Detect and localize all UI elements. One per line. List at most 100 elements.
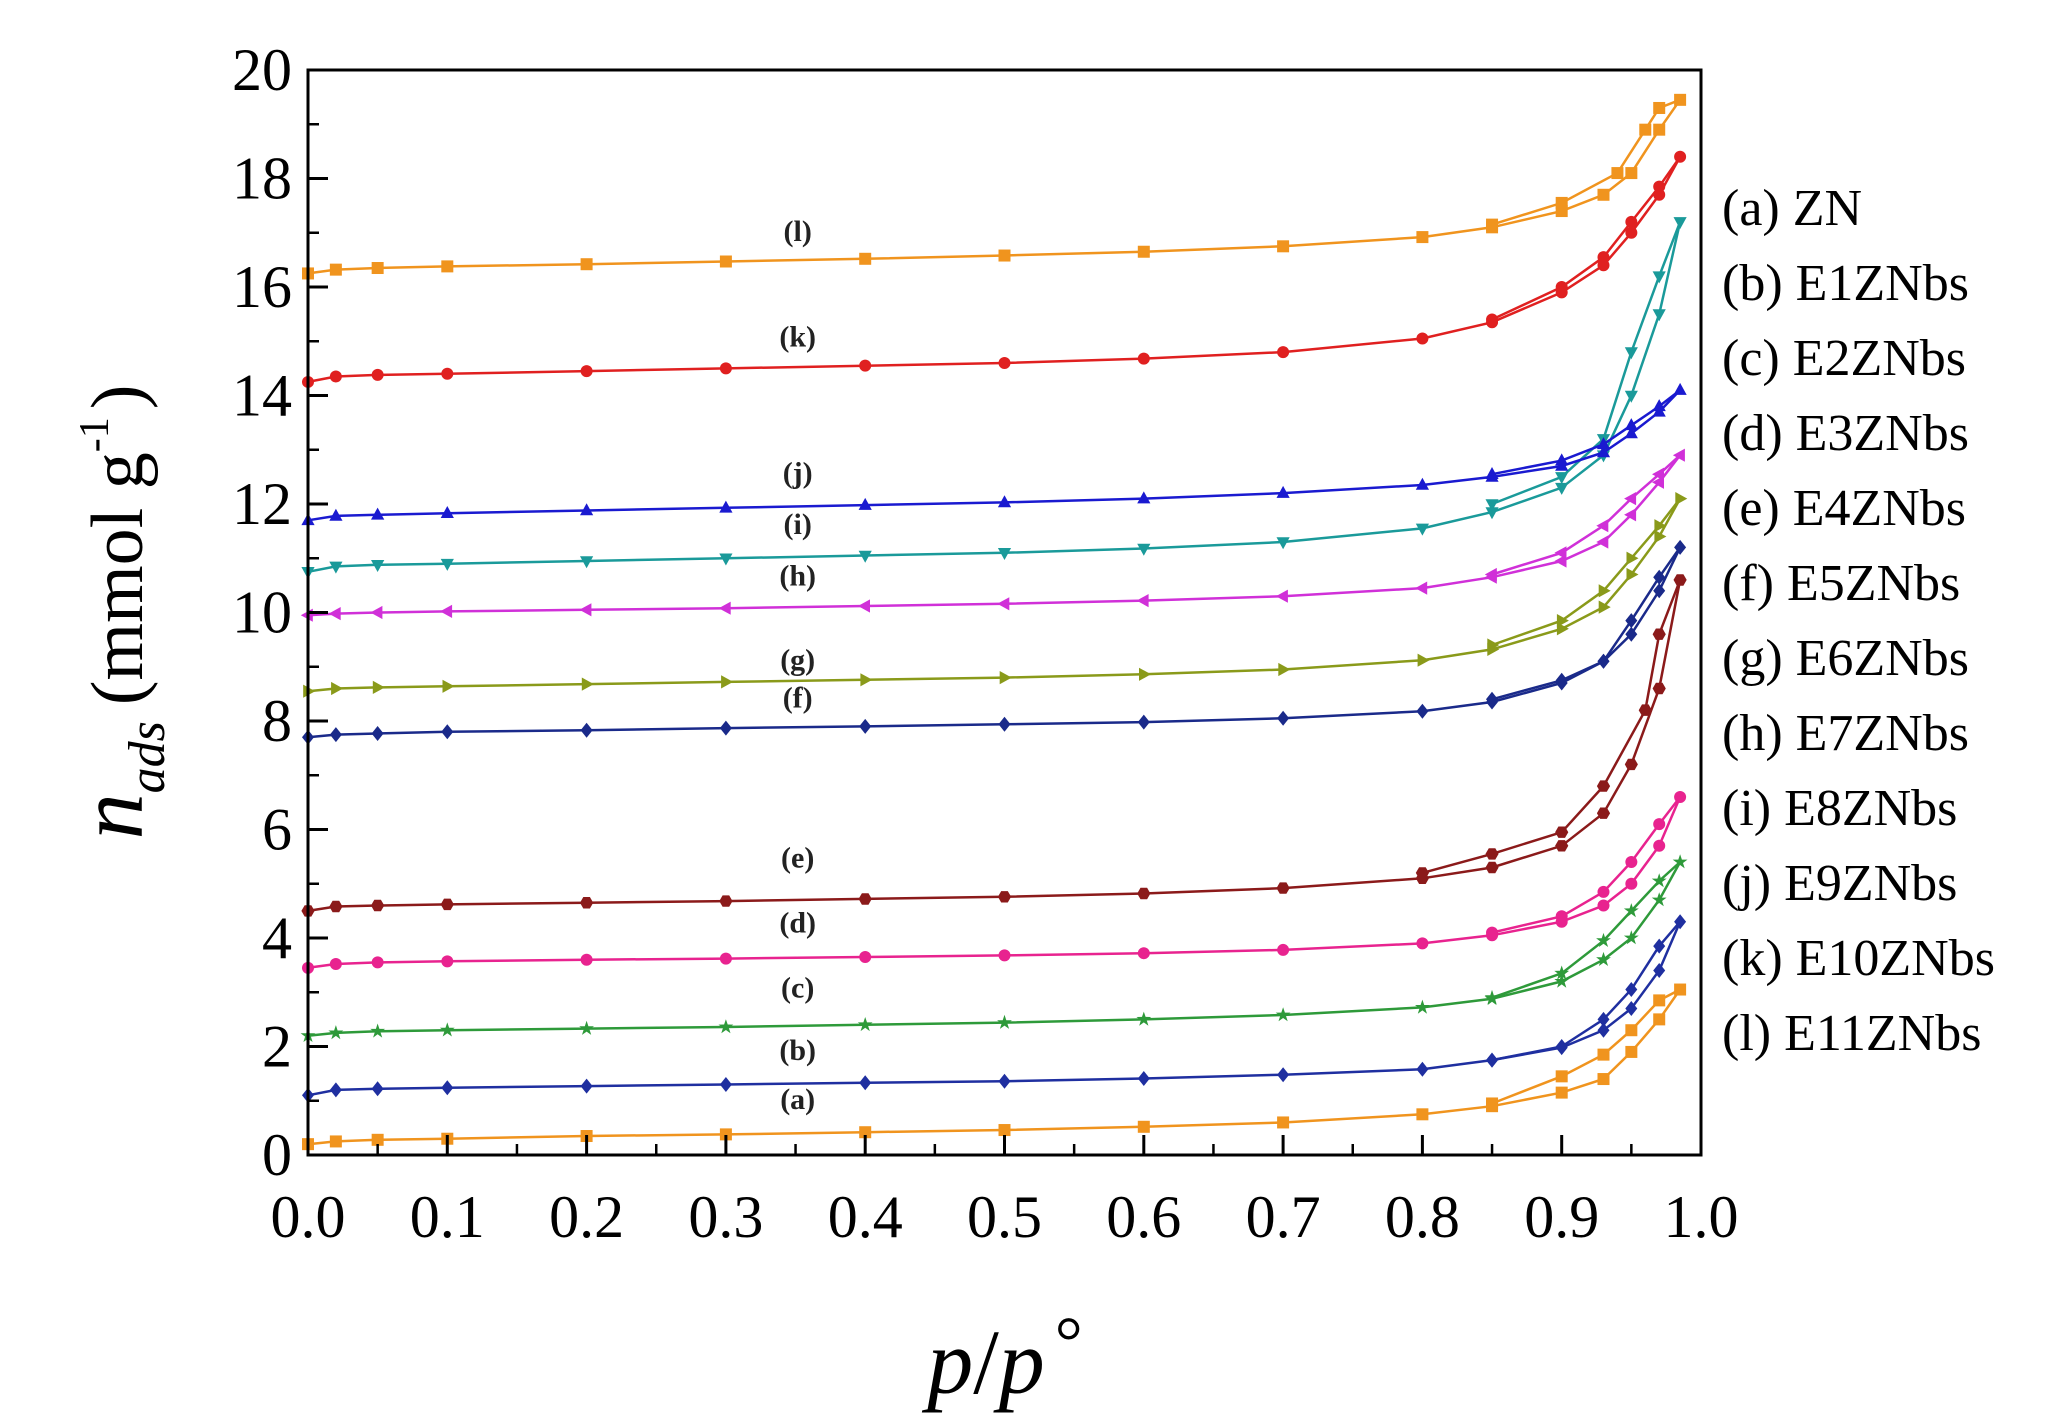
data-point-circle — [329, 370, 342, 383]
legend-entry: (k) E10ZNbs — [1722, 930, 1995, 987]
data-point-triangle-down — [1276, 537, 1290, 550]
curve-label: (d) — [779, 907, 816, 940]
data-point-diamond — [1625, 1001, 1638, 1016]
data-point-triangle-right — [1675, 492, 1688, 506]
data-point-diamond — [1597, 653, 1610, 669]
data-point-triangle-up — [1673, 382, 1687, 395]
y-tick-label: 2 — [262, 1014, 292, 1080]
data-point-triangle-right — [1278, 662, 1291, 677]
data-point-square — [998, 1124, 1011, 1137]
data-point-star — [1136, 1011, 1152, 1026]
data-point-hexagon — [329, 900, 343, 913]
data-point-circle — [329, 958, 342, 971]
y-tick-label: 6 — [262, 797, 292, 863]
data-point-diamond — [1653, 569, 1666, 585]
data-point-square — [1674, 93, 1687, 106]
y-axis-title-unit: (mmol g — [77, 452, 159, 705]
data-point-triangle-down — [440, 558, 454, 571]
data-point-circle — [1137, 352, 1150, 365]
data-point-triangle-up — [371, 507, 385, 520]
desorption-line — [1491, 156, 1682, 321]
data-point-star — [1596, 951, 1611, 966]
data-point-square — [371, 262, 384, 275]
curve-label: (f) — [783, 681, 813, 714]
data-point-triangle-down — [997, 548, 1012, 560]
data-point-circle — [1653, 818, 1666, 831]
data-point-diamond — [1625, 982, 1638, 997]
data-point-square — [719, 1128, 732, 1141]
data-point-circle — [1625, 215, 1638, 228]
data-point-diamond — [1674, 914, 1687, 930]
data-point-triangle-left — [1484, 567, 1497, 582]
series-12 — [302, 93, 1687, 280]
data-point-diamond — [1625, 626, 1638, 642]
data-point-square — [1416, 1108, 1429, 1121]
data-point-square — [1674, 983, 1687, 996]
data-point-square — [998, 249, 1011, 262]
data-point-triangle-up — [440, 506, 454, 518]
data-point-star — [718, 1019, 734, 1034]
data-point-circle — [1597, 251, 1610, 264]
x-tick-label: 0.2 — [549, 1184, 624, 1250]
data-point-triangle-right — [372, 680, 385, 694]
data-point-square — [1416, 231, 1429, 244]
data-point-diamond — [1625, 613, 1638, 629]
curve-label: (i) — [784, 508, 812, 541]
data-point-diamond — [1597, 1022, 1610, 1038]
x-axis-title-slash: / — [973, 1311, 999, 1413]
y-tick-label: 14 — [232, 363, 292, 429]
data-point-triangle-left — [1554, 546, 1567, 560]
data-point-triangle-down — [1652, 309, 1666, 322]
data-point-triangle-up — [580, 503, 594, 516]
x-tick-label: 0.3 — [688, 1184, 763, 1250]
data-point-triangle-up — [1555, 453, 1569, 466]
data-point-triangle-right — [1626, 567, 1639, 582]
data-point-triangle-right — [860, 673, 873, 687]
data-point-square — [1653, 123, 1666, 136]
curve-label: (a) — [780, 1083, 815, 1116]
data-point-triangle-down — [1652, 271, 1666, 284]
data-point-diamond — [1416, 1061, 1429, 1077]
curve-label: (j) — [783, 456, 813, 489]
data-point-triangle-up — [1624, 426, 1638, 439]
legend-entry: (l) E11ZNbs — [1722, 1005, 1981, 1062]
data-point-diamond — [1416, 703, 1429, 719]
data-point-circle — [441, 367, 454, 380]
data-point-triangle-up — [1624, 418, 1638, 431]
data-point-diamond — [371, 726, 384, 741]
data-point-diamond — [719, 720, 732, 736]
data-point-circle — [1625, 877, 1638, 890]
data-point-diamond — [580, 722, 593, 738]
curve-label: (h) — [779, 559, 816, 592]
data-point-triangle-down — [329, 561, 343, 574]
data-point-diamond — [329, 1082, 342, 1098]
data-point-triangle-up — [1596, 437, 1611, 450]
data-point-star — [328, 1025, 344, 1040]
series-layer — [300, 93, 1688, 1151]
data-point-square — [859, 1126, 872, 1139]
data-point-square — [1639, 123, 1652, 136]
data-point-star — [1651, 892, 1667, 907]
data-point-triangle-right — [442, 679, 455, 693]
series-8 — [300, 448, 1685, 622]
data-point-square — [329, 263, 342, 276]
y-tick-label: 18 — [232, 146, 292, 212]
data-point-circle — [580, 365, 593, 378]
data-point-diamond — [1486, 691, 1498, 707]
data-point-hexagon — [1555, 840, 1569, 852]
data-point-square — [371, 1133, 384, 1146]
data-point-star — [1623, 903, 1639, 918]
y-tick-label: 10 — [232, 580, 292, 646]
data-point-triangle-left — [440, 604, 453, 618]
x-tick-label: 0.9 — [1524, 1184, 1599, 1250]
data-point-diamond — [1486, 1052, 1498, 1068]
series-7 — [303, 492, 1688, 698]
data-point-triangle-up — [329, 508, 343, 521]
data-point-triangle-right — [1626, 551, 1639, 565]
data-point-triangle-left — [1596, 519, 1609, 533]
data-point-star — [1415, 999, 1430, 1014]
data-point-triangle-left — [858, 599, 870, 613]
data-point-diamond — [1555, 672, 1568, 688]
y-axis-title-close: ) — [77, 385, 159, 410]
y-axis-title-symbol: n — [60, 793, 162, 839]
